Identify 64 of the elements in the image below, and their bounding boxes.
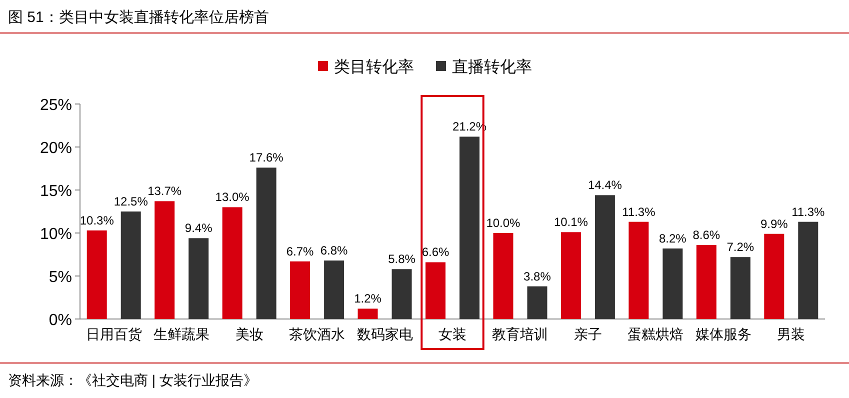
y-tick-label: 20% (40, 140, 72, 157)
bar (527, 286, 548, 319)
text: 10.0% (486, 216, 520, 230)
bar (188, 238, 209, 319)
x-tick-label: 蛋糕烘焙 (628, 326, 684, 342)
text: 6.8% (320, 244, 348, 258)
text: 7.2% (726, 240, 754, 254)
bar (222, 207, 242, 319)
bar (120, 212, 141, 319)
bar (358, 308, 378, 319)
x-tick-label: 日用百货 (86, 326, 142, 342)
x-tick-label: 数码家电 (356, 326, 413, 342)
x-tick-label: 教育培训 (492, 326, 548, 342)
x-tick-label: 男装 (777, 326, 806, 342)
text: 8.6% (692, 228, 720, 242)
legend-label: 类目转化率 (334, 58, 414, 76)
y-tick-label: 10% (40, 226, 72, 243)
text: 10.1% (554, 215, 588, 230)
bar (290, 261, 310, 319)
text: 9.9% (760, 216, 788, 231)
bar (86, 230, 107, 319)
text: 11.3% (792, 204, 825, 219)
text: 9.4% (184, 221, 212, 236)
y-tick-label: 15% (40, 183, 72, 200)
bar (696, 245, 716, 319)
text: 10.3% (80, 213, 114, 228)
y-tick-label: 25% (40, 97, 72, 114)
text: 14.4% (588, 178, 622, 192)
text: 11.3% (622, 204, 656, 219)
bar (256, 168, 276, 319)
x-tick-label: 媒体服务 (695, 326, 752, 342)
x-tick-label: 生鲜蔬果 (154, 326, 210, 342)
bar (662, 248, 683, 319)
title: 图 51：类目中女装直播转化率位居榜首 (8, 9, 269, 26)
bar (628, 222, 649, 319)
bar (560, 232, 581, 319)
text: 5.8% (388, 252, 416, 266)
text: 资料来源：《社交电商 | 女装行业报告》 (8, 372, 258, 388)
bar (460, 136, 480, 319)
legend-label: 直播转化率 (452, 58, 532, 76)
x-tick-label: 茶饮酒水 (289, 326, 346, 342)
y-tick-label: 5% (48, 269, 72, 286)
x-tick-label: 亲子 (574, 326, 602, 342)
text: 17.6% (249, 150, 284, 165)
text: 12.5% (114, 194, 148, 208)
x-tick-label: 美妆 (235, 326, 264, 342)
bar (730, 257, 750, 319)
bar (324, 260, 344, 319)
bar (154, 201, 175, 319)
text: 13.7% (148, 184, 182, 198)
bar (426, 262, 446, 319)
text: 6.7% (286, 244, 314, 258)
bar (594, 195, 615, 319)
text: 1.2% (354, 292, 382, 306)
x-tick-label: 女装 (438, 326, 466, 342)
y-tick-label: 0% (48, 312, 72, 329)
text: 3.8% (524, 269, 551, 284)
text: 6.6% (422, 245, 450, 260)
bar (764, 234, 784, 319)
bar (493, 233, 514, 319)
bar (798, 222, 818, 319)
text: 8.2% (659, 231, 686, 246)
bar (392, 269, 412, 319)
text: 13.0% (215, 190, 250, 204)
